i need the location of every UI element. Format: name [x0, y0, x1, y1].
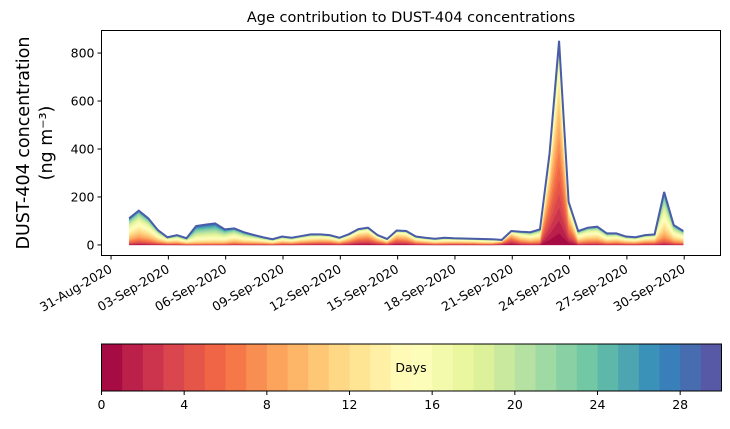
age-band-day-22: [129, 47, 683, 240]
colorbar-tick-label: 16: [424, 397, 440, 412]
colorbar-segment-day-26: [639, 344, 660, 391]
x-axis: 31-Aug-202003-Sep-202006-Sep-202009-Sep-…: [37, 256, 688, 315]
plot-area: [129, 41, 683, 245]
age-band-day-18: [129, 54, 683, 241]
colorbar-tick-label: 0: [98, 397, 106, 412]
colorbar-segment-day-12: [350, 344, 371, 391]
colorbar-segment-day-25: [618, 344, 639, 391]
colorbar-segment-day-11: [329, 344, 350, 391]
colorbar-segment-day-23: [577, 344, 598, 391]
colorbar-segment-day-27: [660, 344, 681, 391]
age-band-day-29: [129, 41, 683, 240]
age-band-day-24: [129, 45, 683, 240]
colorbar-segment-day-0: [102, 344, 123, 391]
colorbar-segment-day-28: [680, 344, 701, 391]
age-band-day-25: [129, 44, 683, 240]
colorbar-segment-day-21: [536, 344, 557, 391]
age-band-day-19: [129, 51, 683, 240]
age-band-day-12: [129, 83, 683, 243]
colorbar-segment-day-16: [432, 344, 453, 391]
colorbar-segment-day-7: [246, 344, 267, 391]
colorbar-segment-day-20: [515, 344, 536, 391]
figure: Age contribution to DUST-404 concentrati…: [0, 0, 730, 425]
y-axis-label: DUST-404 concentration: [14, 37, 34, 250]
y-axis-label-units: (ng m⁻³): [37, 106, 57, 181]
colorbar-segment-day-5: [205, 344, 226, 391]
colorbar-tick-label: 8: [263, 397, 271, 412]
y-tick-label: 800: [71, 46, 95, 61]
age-band-day-13: [129, 76, 683, 243]
age-band-day-14: [129, 69, 683, 241]
chart-title: Age contribution to DUST-404 concentrati…: [247, 10, 575, 26]
total-concentration-line: [129, 41, 683, 240]
age-band-day-27: [129, 42, 683, 240]
colorbar-segment-day-29: [701, 344, 722, 391]
colorbar-label: Days: [395, 360, 426, 375]
age-band-day-11: [129, 91, 683, 243]
colorbar-segment-day-18: [474, 344, 495, 391]
colorbar-tick-label: 20: [507, 397, 523, 412]
colorbar-tick-label: 24: [590, 397, 606, 412]
age-band-day-28: [129, 42, 683, 240]
age-band-day-17: [129, 57, 683, 241]
y-tick-label: 200: [71, 189, 95, 204]
y-axis: 0 200 400 600 800: [71, 46, 102, 253]
colorbar-segment-day-3: [164, 344, 185, 391]
colorbar: 0 4 8 12 16 20 24 28: [98, 344, 722, 412]
colorbar-segment-day-22: [556, 344, 577, 391]
age-band-day-10: [129, 101, 683, 243]
axes-frame: [102, 31, 721, 256]
colorbar-tick-label: 28: [672, 397, 688, 412]
colorbar-tick-label: 12: [342, 397, 358, 412]
colorbar-segment-day-17: [453, 344, 474, 391]
colorbar-segment-day-9: [288, 344, 309, 391]
colorbar-segment-day-4: [184, 344, 205, 391]
colorbar-segment-day-24: [598, 344, 619, 391]
age-band-day-20: [129, 50, 683, 241]
y-tick-label: 600: [71, 94, 95, 109]
colorbar-segment-day-10: [308, 344, 329, 391]
age-band-day-23: [129, 46, 683, 240]
age-band-day-26: [129, 43, 683, 240]
age-band-day-16: [129, 60, 683, 241]
y-tick-label: 400: [71, 141, 95, 156]
colorbar-segment-day-6: [226, 344, 247, 391]
colorbar-segment-day-2: [143, 344, 164, 391]
age-band-day-21: [129, 48, 683, 240]
colorbar-tick-label: 4: [180, 397, 188, 412]
colorbar-segment-day-13: [370, 344, 391, 391]
age-band-day-15: [129, 64, 683, 241]
colorbar-segment-day-19: [494, 344, 515, 391]
colorbar-segment-day-1: [122, 344, 143, 391]
colorbar-segment-day-8: [267, 344, 288, 391]
y-tick-label: 0: [87, 237, 95, 252]
